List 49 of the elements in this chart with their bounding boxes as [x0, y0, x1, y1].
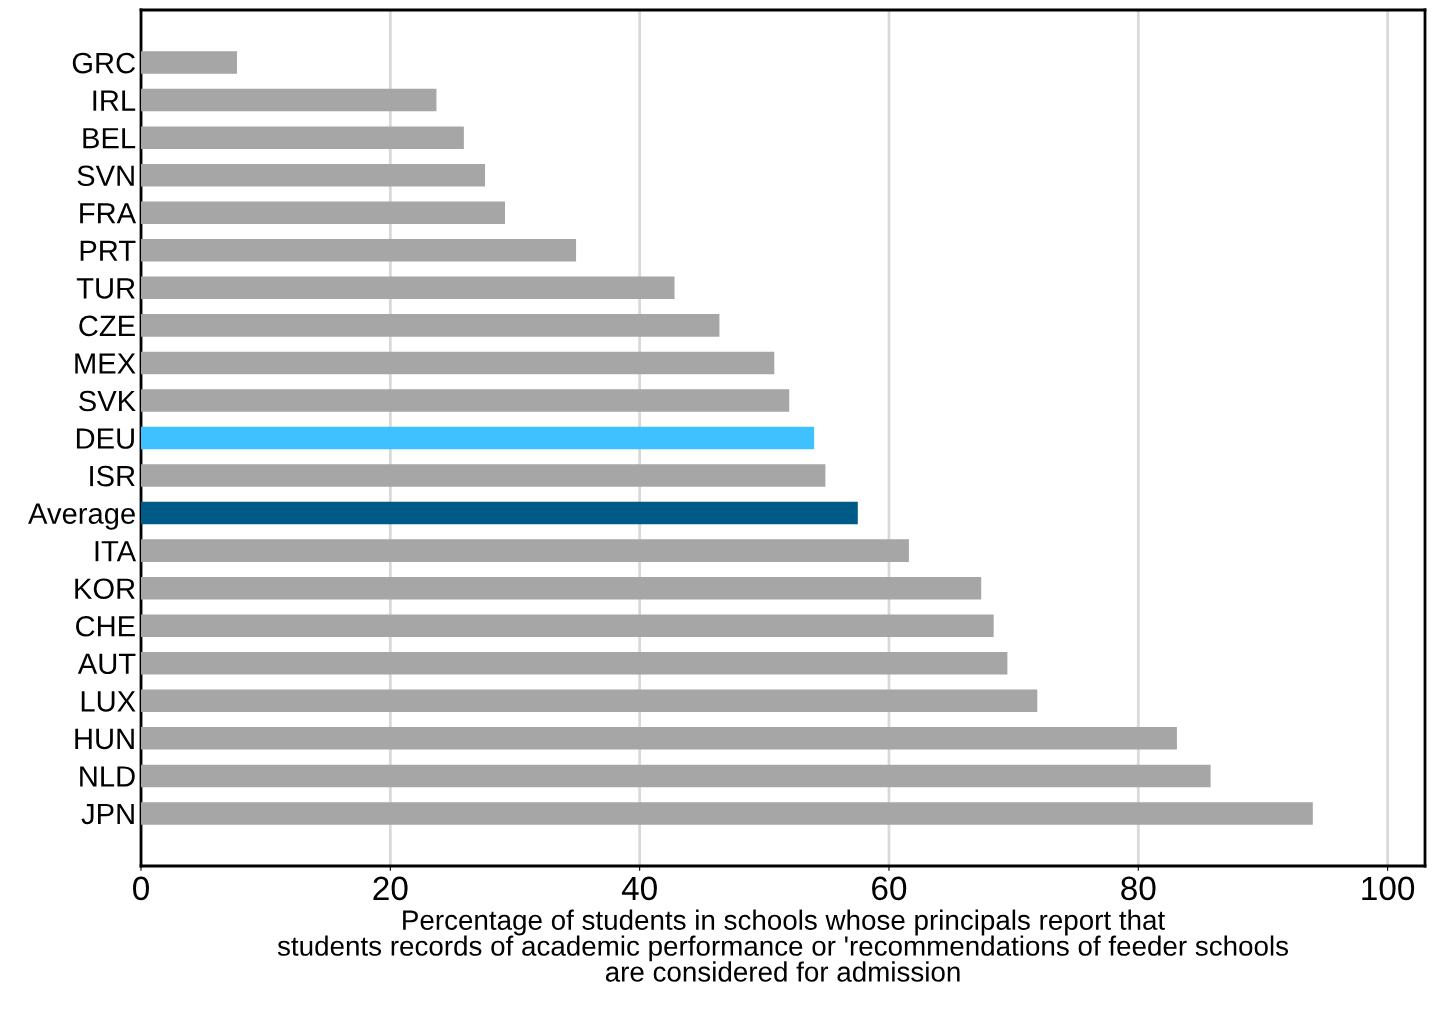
bar: [141, 539, 909, 562]
y-tick-label: ITA: [95, 541, 137, 562]
bar: [141, 201, 506, 224]
bar: [141, 464, 826, 487]
bar: [141, 276, 675, 300]
bar: [141, 501, 858, 525]
bar: [141, 689, 1038, 713]
x-tick-label: 100: [1362, 876, 1415, 901]
bar: [141, 576, 982, 600]
y-tick-label: TUR: [76, 278, 135, 299]
bar: [141, 314, 720, 337]
y-tick-label: Average: [28, 503, 135, 530]
bar: [141, 163, 486, 187]
bar: [141, 652, 1008, 675]
y-tick-label: NLD: [80, 766, 135, 787]
y-tick-label: SVN: [77, 165, 134, 187]
bar: [141, 51, 237, 74]
y-tick-label: ISR: [90, 465, 135, 487]
bar: [141, 88, 437, 112]
y-tick-label: GRC: [72, 52, 136, 74]
x-tick-label: 20: [373, 876, 408, 901]
x-tick-label: 80: [1121, 876, 1156, 901]
bar: [141, 764, 1211, 788]
bar: [141, 426, 815, 450]
y-tick-label: JPN: [81, 803, 134, 825]
bar: [141, 727, 1177, 750]
bar: [141, 351, 775, 375]
x-tick-label: 40: [621, 876, 657, 901]
y-tick-label: BEL: [83, 128, 136, 149]
bar: [141, 389, 790, 412]
x-tick-label: 0: [133, 876, 149, 901]
y-tick-label: HUN: [75, 728, 134, 750]
x-axis-title: Percentage of students in schools whose principals report that students records of academic performance or 'recommendations of feeder schools are considered for admission: [277, 909, 1289, 982]
bar: [141, 126, 464, 149]
y-tick-label: FRA: [80, 203, 137, 224]
y-tick-label: AUT: [77, 653, 136, 675]
x-tick-label: 60: [872, 876, 907, 901]
y-tick-label: MEX: [75, 353, 136, 374]
bar: [141, 802, 1313, 825]
y-tick-label: PRT: [80, 240, 136, 261]
y-tick-label: LUX: [81, 691, 136, 712]
y-tick-label: SVK: [79, 390, 136, 412]
y-tick-label: KOR: [75, 578, 135, 600]
y-tick-label: CHE: [76, 615, 135, 637]
y-tick-label: DEU: [76, 428, 134, 449]
bar: [141, 614, 994, 637]
y-tick-label: IRL: [93, 90, 136, 111]
y-tick-label: CZE: [79, 315, 135, 337]
bar: [141, 239, 577, 262]
